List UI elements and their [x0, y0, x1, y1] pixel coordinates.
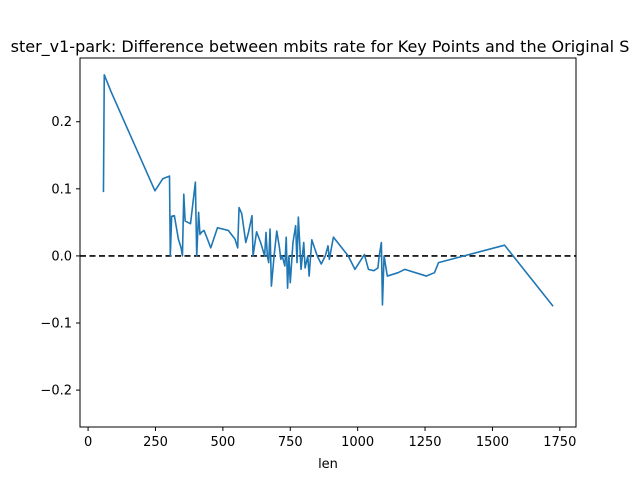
x-axis: 0 250 500 750 1000 1250 1500 1750 [84, 427, 576, 450]
y-tick-label: −0.1 [40, 317, 72, 332]
series-group [102, 73, 554, 307]
x-axis-label: len [318, 457, 338, 472]
x-tick-label: 250 [143, 435, 168, 450]
x-tick-label: 1250 [408, 435, 441, 450]
plot-area-frame [79, 57, 577, 428]
y-tick-label: −0.2 [40, 384, 72, 399]
y-tick-label: 0.2 [51, 115, 72, 130]
x-tick-label: 750 [278, 435, 303, 450]
chart-title: ster_v1-park: Difference between mbits r… [11, 37, 630, 57]
y-axis: −0.2 −0.1 0.0 0.1 0.2 [40, 115, 80, 399]
y-tick-label: 0.1 [51, 182, 72, 197]
x-tick-label: 1000 [341, 435, 374, 450]
y-tick-label: 0.0 [51, 249, 72, 264]
x-tick-label: 1750 [543, 435, 576, 450]
x-tick-label: 1500 [476, 435, 509, 450]
series-line-difference [102, 73, 554, 307]
x-tick-label: 500 [210, 435, 235, 450]
x-tick-label: 0 [84, 435, 92, 450]
